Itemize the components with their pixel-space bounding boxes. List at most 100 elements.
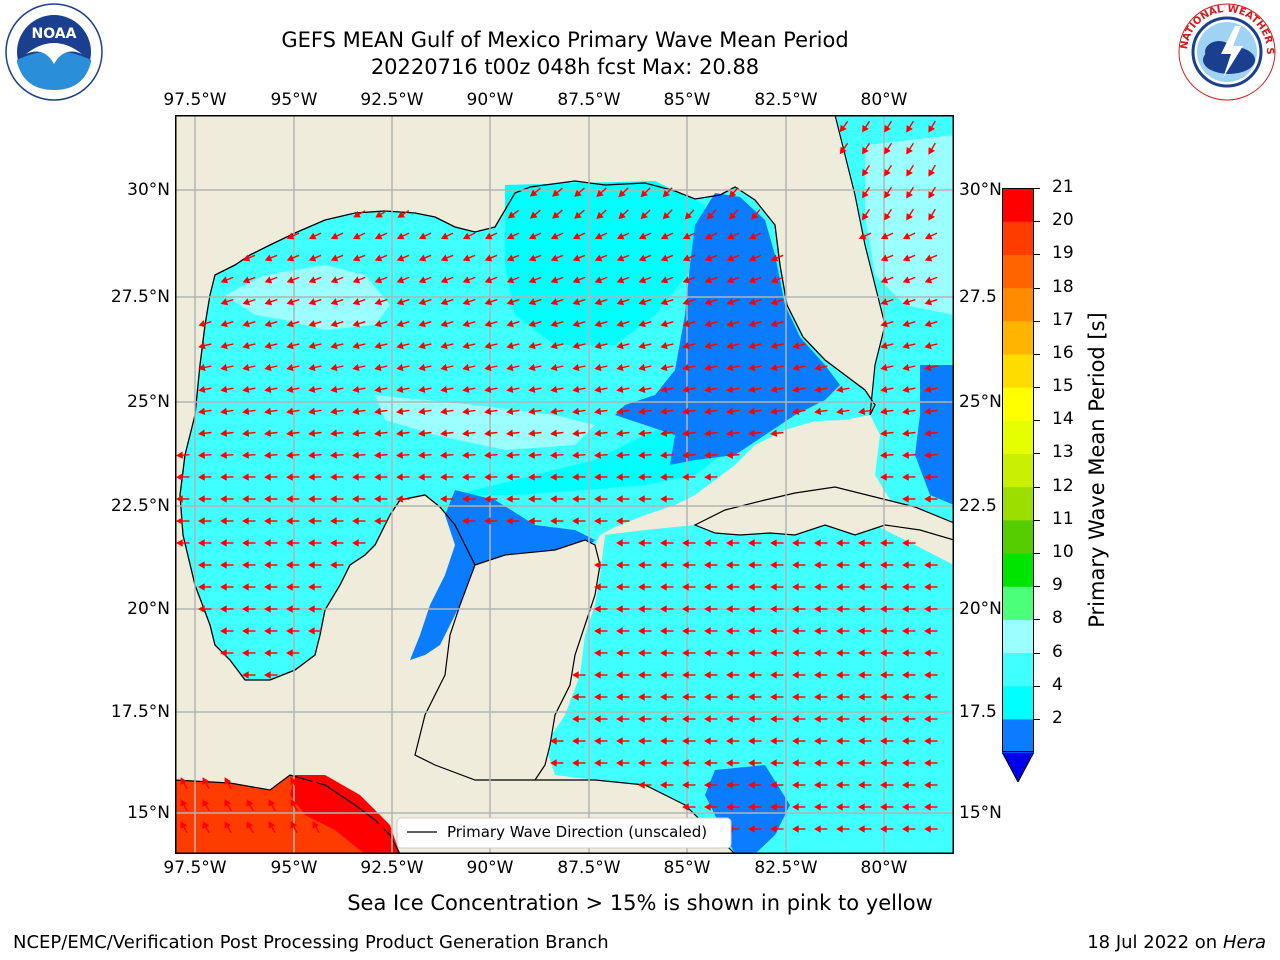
wave-arrow xyxy=(440,495,454,503)
blue-zone-east xyxy=(615,193,840,465)
wave-arrow xyxy=(462,254,476,262)
wave-arrow xyxy=(704,407,718,415)
wave-arrow xyxy=(726,649,740,657)
map-legend: Primary Wave Direction (unscaled) xyxy=(396,817,732,849)
wave-arrow xyxy=(462,429,476,437)
wave-arrow xyxy=(440,429,454,437)
wave-arrow xyxy=(704,627,718,635)
wave-arrow xyxy=(704,715,718,723)
wave-arrow xyxy=(704,737,718,745)
wave-arrow xyxy=(616,649,630,657)
wave-arrow xyxy=(264,254,278,262)
wave-arrow xyxy=(506,473,520,481)
wave-arrow xyxy=(374,276,388,284)
wave-arrow xyxy=(616,759,630,767)
wave-arrow xyxy=(550,473,564,481)
wave-arrow xyxy=(264,407,278,415)
wave-arrow xyxy=(572,693,586,701)
wave-arrow xyxy=(528,232,542,240)
wave-arrow xyxy=(374,320,388,328)
wave-arrow xyxy=(792,803,806,811)
wave-arrow xyxy=(352,539,366,547)
wave-arrow xyxy=(880,451,894,459)
wave-arrow xyxy=(246,799,254,812)
wave-arrow xyxy=(374,341,388,350)
wave-arrow xyxy=(726,693,740,701)
wave-arrow xyxy=(880,320,894,328)
wave-arrow xyxy=(484,407,498,415)
colorbar-tick-mark xyxy=(1034,287,1040,289)
wave-arrow xyxy=(286,276,300,284)
lon-tick-bottom: 87.5°W xyxy=(557,858,621,878)
lat-tick-left: 20°N xyxy=(127,599,170,619)
lon-tick-top: 85°W xyxy=(663,90,711,110)
wave-arrow xyxy=(770,737,784,745)
wave-arrow xyxy=(660,232,674,240)
wave-arrow xyxy=(268,821,276,834)
wave-arrow xyxy=(440,473,454,481)
wave-arrow xyxy=(616,693,630,701)
wave-arrow xyxy=(550,232,564,240)
wave-arrow xyxy=(880,298,894,306)
wave-arrow xyxy=(308,363,322,372)
wave-arrow xyxy=(814,605,828,613)
lon-tick-top: 97.5°W xyxy=(163,90,227,110)
colorbar-tick-mark xyxy=(1034,619,1040,621)
colorbar-tick-label: 6 xyxy=(1052,641,1063,662)
wave-arrow xyxy=(506,363,520,372)
wave-arrow xyxy=(684,209,695,220)
wave-arrow xyxy=(594,451,608,459)
wave-arrow xyxy=(924,298,938,306)
wave-arrow xyxy=(748,825,762,833)
wave-arrow xyxy=(748,276,762,284)
wave-arrow xyxy=(638,583,652,591)
wave-arrow xyxy=(638,407,652,415)
colorbar-tick-mark xyxy=(1034,586,1040,588)
wave-arrow xyxy=(660,605,674,613)
wave-arrow xyxy=(220,517,234,525)
wave-arrow xyxy=(220,583,234,591)
wave-arrow xyxy=(880,363,894,372)
lon-tick-bottom: 97.5°W xyxy=(163,858,227,878)
wave-arrow xyxy=(308,495,322,503)
wave-arrow xyxy=(572,671,586,679)
wave-arrow xyxy=(550,254,564,262)
wave-arrow xyxy=(704,341,718,350)
wave-arrow xyxy=(198,583,212,591)
wave-arrow xyxy=(528,473,542,481)
wave-arrow xyxy=(572,737,586,745)
wave-arrow xyxy=(462,298,476,306)
wave-arrow xyxy=(352,254,366,262)
wave-arrow xyxy=(638,671,652,679)
wave-arrow xyxy=(726,385,740,394)
wave-arrow xyxy=(506,276,520,284)
wave-arrow xyxy=(906,186,914,199)
wave-arrow xyxy=(902,561,916,569)
wave-arrow xyxy=(836,627,850,635)
lon-tick-top: 90°W xyxy=(466,90,514,110)
wave-arrow xyxy=(242,341,256,350)
wave-arrow xyxy=(529,187,541,197)
wave-arrow xyxy=(198,473,212,481)
wave-arrow xyxy=(880,561,894,569)
wave-arrow xyxy=(660,781,674,789)
legend-label: Primary Wave Direction (unscaled) xyxy=(447,823,707,841)
wave-arrow xyxy=(290,777,298,790)
wave-arrow xyxy=(242,627,256,635)
colorbar-swatch xyxy=(1002,221,1034,255)
wave-arrow xyxy=(618,187,629,198)
wave-arrow xyxy=(726,539,740,547)
wave-arrow xyxy=(507,209,520,219)
wave-arrow xyxy=(682,605,696,613)
wave-arrow xyxy=(308,561,322,569)
wave-arrow xyxy=(440,276,454,284)
colorbar-tick-label: 18 xyxy=(1052,276,1074,297)
wave-arrow xyxy=(638,561,652,569)
wave-arrow xyxy=(506,298,520,306)
wave-arrow xyxy=(440,298,454,306)
wave-arrow xyxy=(616,583,630,591)
wave-arrow xyxy=(748,385,762,394)
wave-arrow xyxy=(176,495,190,503)
wave-arrow xyxy=(506,407,520,415)
colorbar-tick-label: 10 xyxy=(1052,541,1074,562)
